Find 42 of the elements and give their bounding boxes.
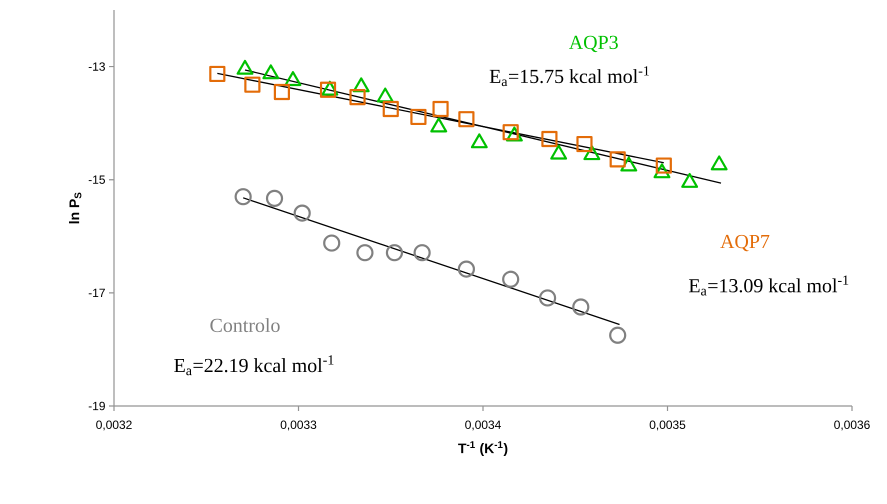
point bbox=[274, 84, 290, 100]
point bbox=[356, 244, 374, 262]
annotation: E$_{a}$=13.09 kcal mol$^{-1}$ bbox=[688, 276, 848, 296]
point bbox=[382, 100, 399, 118]
x-tick-label: 0,0034 bbox=[465, 420, 501, 430]
x-tick-label: 0,0035 bbox=[650, 420, 686, 430]
text: AQP7 bbox=[720, 234, 770, 252]
point bbox=[234, 188, 252, 206]
point bbox=[576, 136, 593, 152]
point bbox=[266, 190, 284, 207]
text: T$^{-1}$ (K$^{-1}$) bbox=[458, 441, 508, 456]
y-tick-label: -13 bbox=[88, 62, 105, 71]
x-tick-label: 0,0033 bbox=[280, 420, 316, 430]
point bbox=[609, 326, 626, 344]
point bbox=[502, 124, 519, 140]
point bbox=[538, 289, 556, 307]
annotation: E$_{a}$=22.19 kcal mol$^{-1}$ bbox=[174, 355, 334, 376]
point bbox=[502, 270, 520, 288]
point bbox=[349, 89, 366, 106]
point bbox=[610, 151, 626, 168]
point bbox=[458, 111, 474, 128]
y-tick-label: -19 bbox=[88, 402, 105, 410]
point bbox=[244, 76, 260, 93]
x-tick-label: 0,0036 bbox=[834, 420, 870, 430]
text: AQP3 bbox=[568, 36, 618, 52]
point bbox=[323, 234, 340, 252]
point bbox=[294, 204, 311, 222]
point bbox=[410, 108, 427, 126]
x-tick-label: 0,0032 bbox=[96, 420, 132, 430]
point bbox=[386, 244, 404, 262]
point bbox=[458, 260, 475, 278]
point bbox=[572, 298, 590, 316]
annotation: E$_{a}$=15.75 kcal mol$^{-1}$ bbox=[490, 66, 649, 86]
point bbox=[414, 244, 431, 262]
text: ln P$_{S}$ bbox=[69, 192, 82, 224]
point bbox=[541, 130, 558, 148]
point bbox=[656, 157, 672, 174]
point bbox=[209, 66, 226, 82]
y-tick-label: -15 bbox=[88, 176, 105, 184]
y-tick-label: -17 bbox=[88, 288, 105, 297]
point bbox=[432, 100, 449, 118]
text: Controlo bbox=[210, 318, 280, 332]
